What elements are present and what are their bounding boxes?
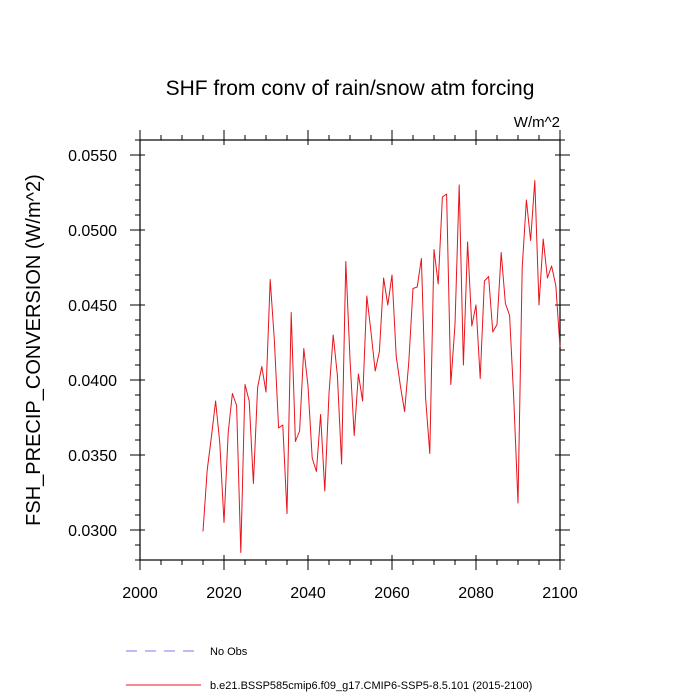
x-tick-label: 2040	[290, 585, 326, 602]
chart-title: SHF from conv of rain/snow atm forcing	[166, 77, 535, 100]
y-tick-label: 0.0500	[68, 223, 117, 240]
units-label: W/m^2	[514, 114, 560, 131]
y-tick-label: 0.0400	[68, 373, 117, 390]
y-tick-label: 0.0450	[68, 298, 117, 315]
x-tick-label: 2060	[374, 585, 410, 602]
y-tick-label: 0.0550	[68, 148, 117, 165]
y-tick-label: 0.0300	[68, 523, 117, 540]
y-axis-label: FSH_PRECIP_CONVERSION (W/m^2)	[23, 174, 45, 526]
series-group	[202, 180, 561, 553]
legend: No Obs b.e21.BSSP585cmip6.f09_g17.CMIP6-S…	[126, 646, 532, 692]
tick-labels: 2000 2020 2040 2060 2080 2100 0.0300 0.0350 0.04…	[68, 148, 578, 602]
x-tick-label: 2100	[542, 585, 578, 602]
legend-label: b.e21.BSSP585cmip6.f09_g17.CMIP6-SSP5-8.…	[210, 680, 532, 692]
y-tick-label: 0.0350	[68, 448, 117, 465]
x-tick-label: 2000	[122, 585, 158, 602]
legend-label: No Obs	[210, 646, 248, 658]
x-tick-label: 2080	[458, 585, 494, 602]
x-tick-label: 2020	[206, 585, 242, 602]
series-line	[202, 180, 561, 553]
